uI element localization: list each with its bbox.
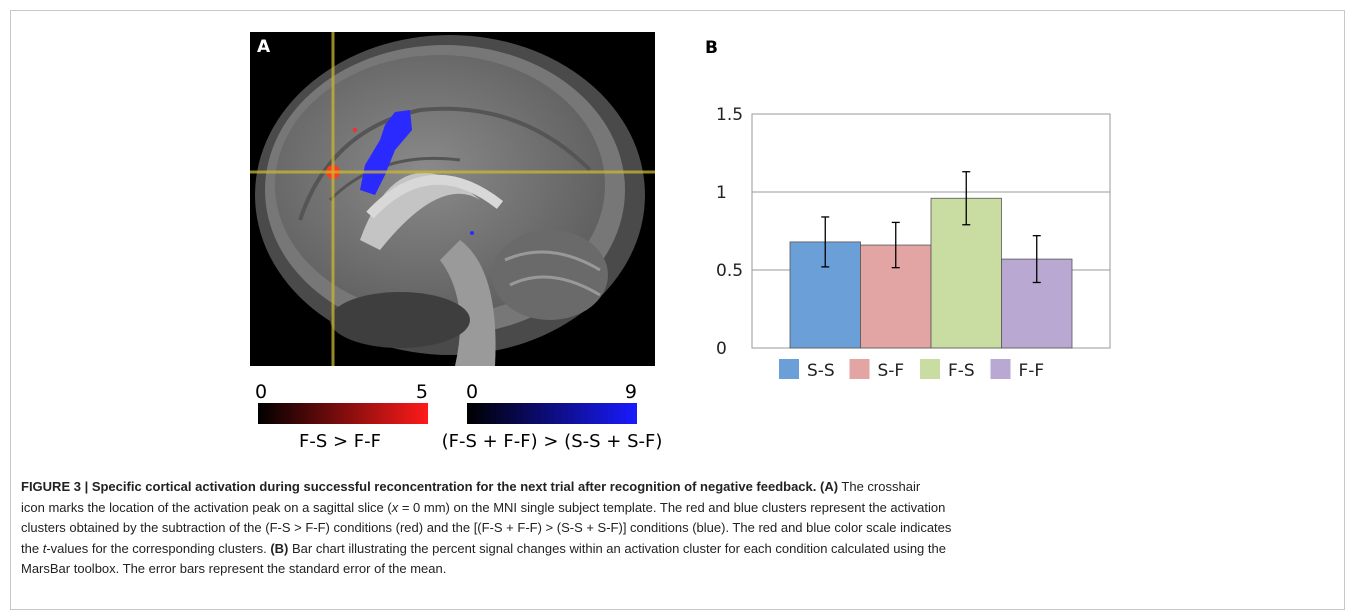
legend-swatch [991,359,1011,379]
caption-line: MarsBar toolbox. The error bars represen… [21,559,1341,580]
scale-min: 0 [466,381,478,403]
caption-line: the t-values for the corresponding clust… [21,539,1341,560]
caption-text: icon marks the location of the activatio… [21,500,392,515]
legend-swatch [850,359,870,379]
caption-line: icon marks the location of the activatio… [21,498,1341,519]
scale-max: 5 [416,381,428,403]
y-tick-label: 0 [716,339,727,359]
color-scale [258,403,428,424]
caption-text: clusters obtained by the subtraction of … [21,520,951,535]
legend-label: S-F [878,361,905,381]
brain-image [250,32,655,366]
caption: FIGURE 3 | Specific cortical activation … [21,477,1341,580]
scale-min: 0 [255,381,267,403]
caption-bold: (B) [270,541,288,556]
caption-line: FIGURE 3 | Specific cortical activation … [21,477,1341,498]
y-tick-label: 0.5 [716,261,743,281]
caption-text: -values for the corresponding clusters. [46,541,270,556]
legend-label: F-S [948,361,975,381]
legend-swatch [779,359,799,379]
legend-label: S-S [807,361,835,381]
color-scale [467,403,637,424]
caption-line: clusters obtained by the subtraction of … [21,518,1341,539]
scale-max: 9 [625,381,637,403]
legend-swatch [920,359,940,379]
panel-label: B [705,38,718,58]
page: A 0 5 F-S > F-F 0 9 (F-S + F-F) > (S-S +… [0,0,1355,616]
caption-text: the [21,541,43,556]
caption-text: = 0 mm) on the MNI single subject templa… [398,500,945,515]
panel-label: A [257,37,271,57]
caption-bold: FIGURE 3 | Specific cortical activation … [21,479,838,494]
scale-label: F-S > F-F [299,431,381,452]
y-tick-label: 1 [716,183,727,203]
scale-label: (F-S + F-F) > (S-S + S-F) [442,431,663,452]
y-tick-label: 1.5 [716,105,743,125]
figure: A 0 5 F-S > F-F 0 9 (F-S + F-F) > (S-S +… [0,0,1355,470]
caption-text: Bar chart illustrating the percent signa… [288,541,946,556]
legend-label: F-F [1019,361,1045,381]
caption-text: MarsBar toolbox. The error bars represen… [21,561,446,576]
caption-text: The crosshair [838,479,920,494]
